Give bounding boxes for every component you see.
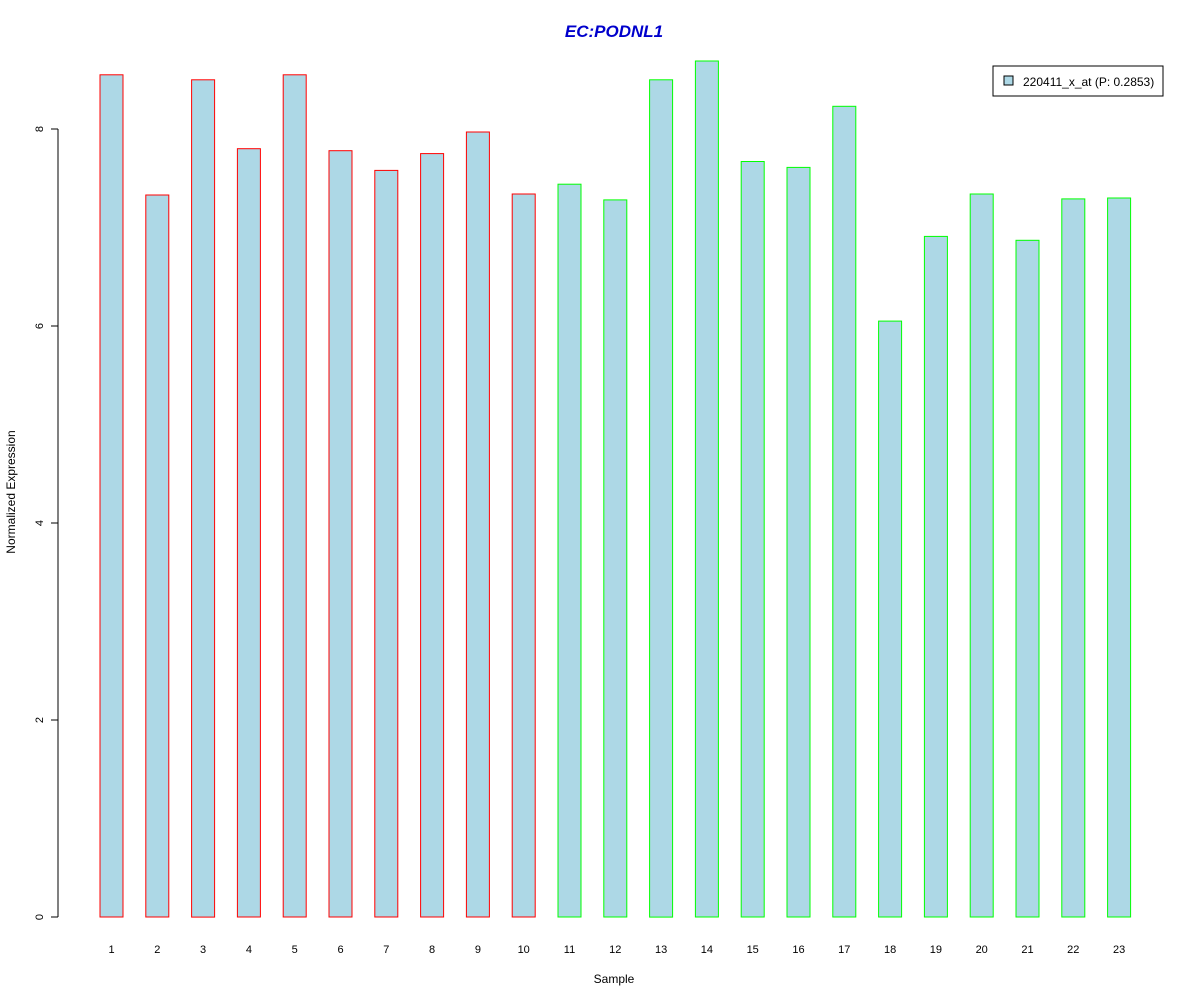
x-tick-label: 12: [609, 944, 621, 956]
x-tick-label: 1: [108, 944, 114, 956]
x-tick-label: 4: [246, 944, 252, 956]
bar-sample-3: [191, 79, 216, 918]
y-tick-label: 8: [34, 126, 46, 132]
y-tick-label: 0: [34, 914, 46, 920]
bar-sample-1: [99, 74, 124, 918]
x-tick-label: 10: [518, 944, 530, 956]
bar-sample-11: [557, 183, 582, 918]
x-tick-label: 22: [1067, 944, 1079, 956]
legend-label: 220411_x_at (P: 0.2853): [1023, 75, 1154, 89]
bar-sample-13: [649, 79, 674, 918]
x-tick-label: 21: [1021, 944, 1033, 956]
y-tick-label: 2: [34, 717, 46, 723]
bar-sample-14: [694, 60, 719, 918]
x-tick-label: 8: [429, 944, 435, 956]
bar-sample-21: [1015, 239, 1040, 918]
legend: 220411_x_at (P: 0.2853): [992, 65, 1164, 97]
bar-sample-4: [236, 148, 261, 918]
bar-sample-5: [282, 74, 307, 918]
bar-sample-22: [1061, 198, 1086, 918]
x-axis-label: Sample: [594, 972, 635, 986]
y-tick-label: 4: [34, 520, 46, 526]
x-tick-label: 13: [655, 944, 667, 956]
x-tick-labels: 1 2 3 4 5 6 7 8 9 10 11 12 13 14 15 16 17 18 19 20 21 22 23: [108, 944, 1125, 956]
bar-sample-6: [328, 150, 353, 918]
bar-sample-23: [1107, 197, 1132, 918]
bar-sample-16: [786, 166, 811, 918]
x-tick-label: 6: [337, 944, 343, 956]
bar-sample-17: [832, 105, 857, 918]
bar-sample-20: [969, 193, 994, 918]
x-tick-label: 2: [154, 944, 160, 956]
x-tick-label: 9: [475, 944, 481, 956]
x-tick-label: 3: [200, 944, 206, 956]
bar-sample-8: [420, 153, 445, 918]
bar-sample-15: [740, 161, 765, 918]
x-tick-label: 19: [930, 944, 942, 956]
chart-title: EC:PODNL1: [565, 22, 663, 41]
x-tick-label: 15: [747, 944, 759, 956]
x-tick-label: 14: [701, 944, 713, 956]
bar-sample-10: [511, 193, 536, 918]
bar-sample-7: [374, 169, 399, 918]
x-tick-label: 7: [383, 944, 389, 956]
x-tick-label: 17: [838, 944, 850, 956]
bars: [99, 60, 1132, 918]
bar-sample-12: [603, 199, 628, 918]
y-axis: 0 2 4 6 8: [34, 126, 59, 920]
x-tick-label: 5: [292, 944, 298, 956]
x-tick-label: 11: [564, 944, 575, 956]
bar-sample-19: [923, 235, 948, 918]
legend-swatch: [1003, 75, 1014, 86]
y-axis-label: Normalized Expression: [4, 430, 18, 553]
bar-sample-9: [465, 131, 490, 918]
x-tick-label: 23: [1113, 944, 1125, 956]
y-tick-label: 6: [34, 323, 46, 329]
legend-box: [992, 65, 1164, 97]
bar-sample-18: [878, 320, 903, 918]
bar-sample-2: [145, 194, 170, 918]
x-tick-label: 16: [792, 944, 804, 956]
x-tick-label: 20: [976, 944, 988, 956]
x-tick-label: 18: [884, 944, 896, 956]
